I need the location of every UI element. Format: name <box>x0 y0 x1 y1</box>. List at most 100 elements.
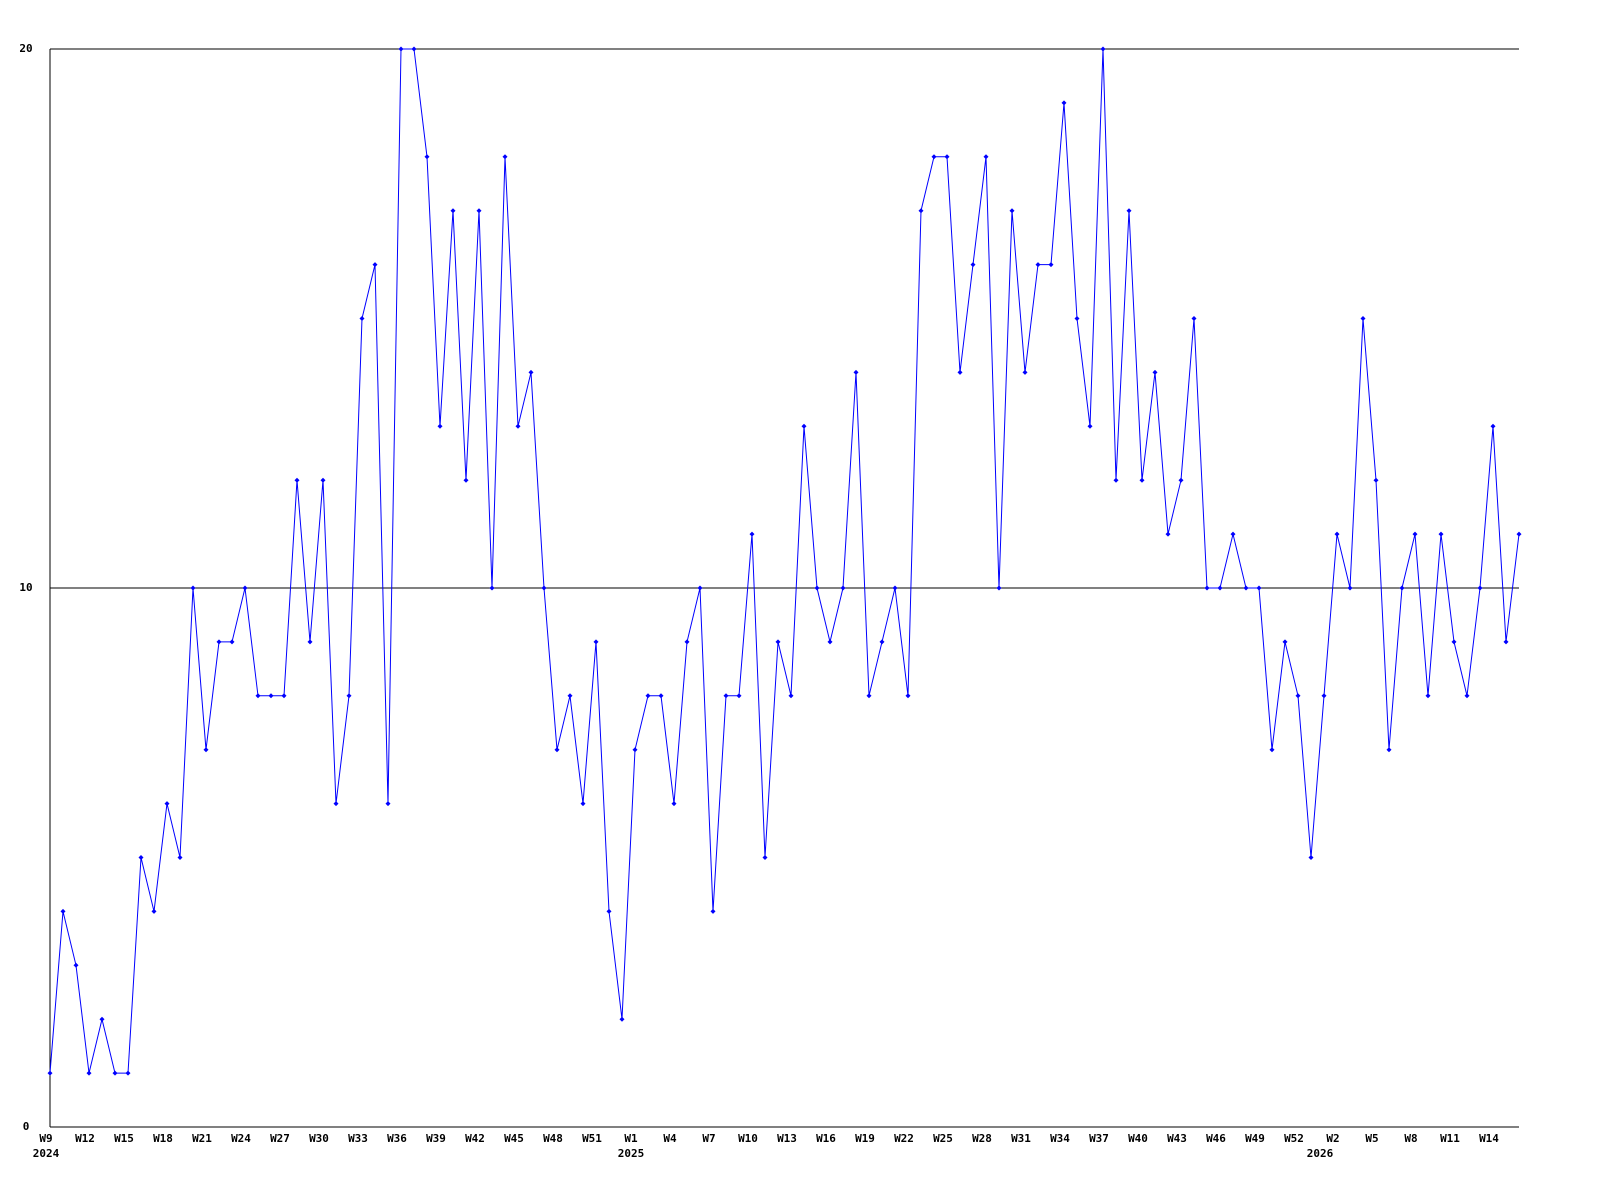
data-point <box>645 693 651 699</box>
data-point <box>515 423 521 429</box>
data-point <box>346 693 352 699</box>
x-tick-label: W2 <box>1326 1132 1339 1145</box>
x-tick-label: W43 <box>1167 1132 1187 1145</box>
data-point <box>255 693 261 699</box>
x-tick-label: W21 <box>192 1132 212 1145</box>
data-point <box>918 208 924 214</box>
data-point <box>502 154 508 160</box>
data-point <box>385 801 391 807</box>
data-point <box>1490 423 1496 429</box>
data-point <box>1230 531 1236 537</box>
data-point <box>1035 262 1041 268</box>
x-tick-label: W27 <box>270 1132 290 1145</box>
data-point <box>1009 208 1015 214</box>
data-point <box>970 262 976 268</box>
data-point <box>99 1016 105 1022</box>
data-point <box>138 855 144 860</box>
data-point <box>801 423 807 429</box>
data-point <box>216 639 222 645</box>
x-tick-label: W48 <box>543 1132 563 1145</box>
data-point <box>1503 639 1509 645</box>
data-point <box>957 369 963 375</box>
data-point <box>788 693 794 699</box>
data-point <box>307 639 313 645</box>
x-tick-label: W33 <box>348 1132 368 1145</box>
data-point <box>73 962 79 968</box>
data-point <box>1477 585 1483 591</box>
data-point <box>684 639 690 645</box>
data-point <box>632 747 638 753</box>
data-point <box>1256 585 1262 591</box>
data-point <box>697 585 703 591</box>
x-tick-label: W14 <box>1479 1132 1499 1145</box>
data-point <box>528 369 534 375</box>
data-point <box>1282 639 1288 645</box>
data-point <box>814 585 820 591</box>
data-point <box>1451 639 1457 645</box>
data-point <box>411 46 417 52</box>
data-point <box>1204 585 1210 591</box>
data-point <box>1373 477 1379 483</box>
data-point <box>879 639 885 645</box>
data-point <box>320 477 326 483</box>
x-tick-label: W51 <box>582 1132 602 1145</box>
x-tick-label: W31 <box>1011 1132 1031 1145</box>
data-point <box>125 1070 131 1076</box>
data-point <box>658 693 664 699</box>
data-point <box>1295 693 1301 699</box>
data-point <box>1152 369 1158 375</box>
data-point <box>1360 316 1366 321</box>
y-tick-label: 20 <box>19 42 32 55</box>
data-point <box>749 531 755 537</box>
data-point <box>1464 693 1470 699</box>
data-point <box>554 747 560 753</box>
data-point <box>190 585 196 591</box>
x-tick-label: W49 <box>1245 1132 1265 1145</box>
x-tick-label: W42 <box>465 1132 485 1145</box>
data-point <box>1399 585 1405 591</box>
data-point <box>1113 477 1119 483</box>
x-tick-label: W36 <box>387 1132 407 1145</box>
x-tick-label: W18 <box>153 1132 173 1145</box>
data-point <box>398 46 404 52</box>
data-point <box>60 908 66 914</box>
data-point <box>606 908 612 914</box>
year-label: 2024 <box>33 1147 60 1160</box>
x-tick-label: W39 <box>426 1132 446 1145</box>
data-point <box>242 585 248 591</box>
data-point <box>1321 693 1327 699</box>
year-label: 2025 <box>618 1147 645 1160</box>
x-tick-label: W13 <box>777 1132 797 1145</box>
data-point <box>1087 423 1093 429</box>
data-point <box>827 639 833 645</box>
x-tick-label: W1 <box>624 1132 638 1145</box>
x-tick-label: W25 <box>933 1132 953 1145</box>
data-point <box>268 693 274 699</box>
data-point <box>1334 531 1340 537</box>
data-point <box>151 908 157 914</box>
x-tick-label: W24 <box>231 1132 251 1145</box>
data-point <box>983 154 989 160</box>
data-point <box>1074 316 1080 321</box>
data-point <box>736 693 742 699</box>
data-point <box>372 262 378 268</box>
x-tick-label: W46 <box>1206 1132 1226 1145</box>
data-point <box>1516 531 1522 537</box>
data-point <box>593 639 599 645</box>
data-point <box>47 1070 53 1076</box>
x-tick-label: W22 <box>894 1132 914 1145</box>
data-point <box>476 208 482 214</box>
data-point <box>1022 369 1028 375</box>
x-tick-label: W7 <box>702 1132 715 1145</box>
data-point <box>177 855 183 860</box>
x-tick-label: W40 <box>1128 1132 1148 1145</box>
data-point <box>450 208 456 214</box>
data-point <box>1178 477 1184 483</box>
data-point <box>710 908 716 914</box>
x-tick-label: W52 <box>1284 1132 1304 1145</box>
x-tick-label: W19 <box>855 1132 875 1145</box>
data-point <box>671 801 677 807</box>
x-tick-label: W45 <box>504 1132 524 1145</box>
data-point <box>762 855 768 860</box>
data-point <box>1412 531 1418 537</box>
